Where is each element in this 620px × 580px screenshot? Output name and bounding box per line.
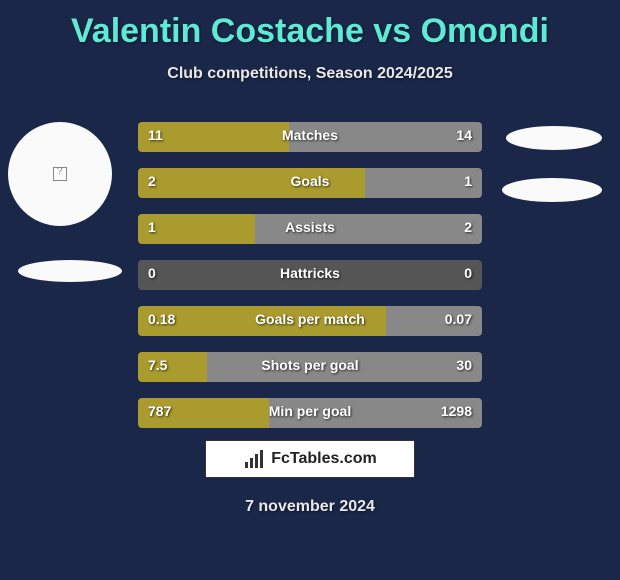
player-left-shadow [18,260,122,282]
stat-row: 7871298Min per goal [138,398,482,428]
stat-label: Assists [138,219,482,235]
player-right-shadow [502,178,602,202]
subtitle: Club competitions, Season 2024/2025 [0,65,620,83]
stat-row: 21Goals [138,168,482,198]
stat-label: Min per goal [138,403,482,419]
player-left-avatar [8,122,112,226]
source-badge[interactable]: FcTables.com [205,440,415,478]
stat-label: Hattricks [138,265,482,281]
source-badge-label: FcTables.com [271,450,377,468]
stat-label: Shots per goal [138,357,482,373]
stat-label: Goals [138,173,482,189]
player-right-avatar [506,126,602,150]
page-title: Valentin Costache vs Omondi [0,0,620,51]
stat-row: 0.180.07Goals per match [138,306,482,336]
stat-row: 00Hattricks [138,260,482,290]
stat-label: Goals per match [138,311,482,327]
stat-row: 7.530Shots per goal [138,352,482,382]
stat-row: 1114Matches [138,122,482,152]
stat-label: Matches [138,127,482,143]
date-label: 7 november 2024 [0,498,620,516]
stat-row: 12Assists [138,214,482,244]
chart-icon [243,448,265,470]
stats-container: 1114Matches 21Goals 12Assists 00Hattricks 0.… [138,122,482,444]
missing-image-icon [53,167,67,181]
